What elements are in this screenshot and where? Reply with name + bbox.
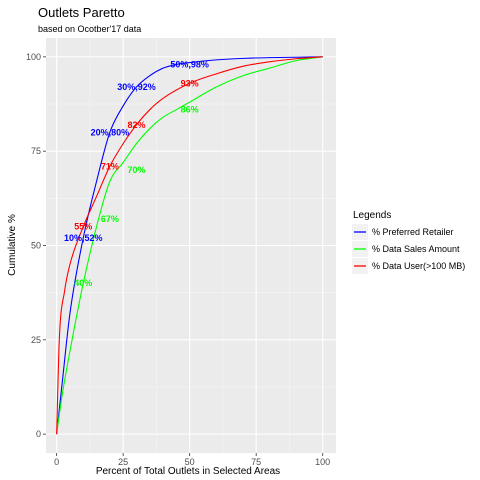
legend-label-2: % Data User(>100 MB)	[372, 261, 465, 271]
data-label: 82%	[127, 120, 145, 130]
x-tick-label: 100	[315, 457, 330, 467]
x-axis-title: Percent of Total Outlets in Selected Are…	[96, 466, 280, 477]
data-label: 67%	[101, 214, 119, 224]
y-tick-label: 0	[36, 429, 41, 439]
grid-major	[46, 38, 336, 453]
y-axis-title: Cumulative %	[7, 214, 18, 276]
data-label: 86%	[181, 105, 199, 115]
chart-title: Outlets Paretto	[38, 5, 125, 20]
y-tick-label: 25	[31, 335, 41, 345]
y-tick-label: 100	[26, 52, 41, 62]
series-lines	[56, 56, 323, 435]
data-label: 10%,52%	[64, 233, 103, 243]
chart-subtitle: based on Ocotber'17 data	[38, 24, 141, 34]
x-tick-label: 75	[251, 457, 261, 467]
data-label: 93%	[181, 78, 199, 88]
series-line-2	[56, 56, 323, 435]
data-label: 70%	[127, 165, 145, 175]
y-tick-label: 75	[31, 146, 41, 156]
legend-title: Legends	[353, 210, 391, 221]
legend: Legends % Preferred Retailer % Data Sales…	[352, 210, 465, 274]
x-tick-label: 50	[185, 457, 195, 467]
y-axis-ticks: 0 25 50 75 100	[26, 52, 46, 439]
x-tick-label: 0	[54, 457, 59, 467]
data-label: 30%,92%	[117, 82, 156, 92]
annotations: 10%,52% 20%,80% 30%,92% 50%,98% 40% 67% 70% 86%…	[64, 59, 209, 288]
data-label: 40%	[74, 278, 92, 288]
legend-label-0: % Preferred Retailer	[372, 227, 454, 237]
x-axis-ticks: 0 25 50 75 100	[54, 453, 330, 467]
legend-label-1: % Data Sales Amount	[372, 244, 460, 254]
series-line-0	[56, 56, 323, 435]
data-label: 71%	[101, 161, 119, 171]
series-line-1	[56, 56, 323, 435]
y-tick-label: 50	[31, 241, 41, 251]
data-label: 55%	[74, 222, 92, 232]
data-label: 20%,80%	[91, 127, 130, 137]
x-tick-label: 25	[118, 457, 128, 467]
data-label: 50%,98%	[170, 59, 209, 69]
